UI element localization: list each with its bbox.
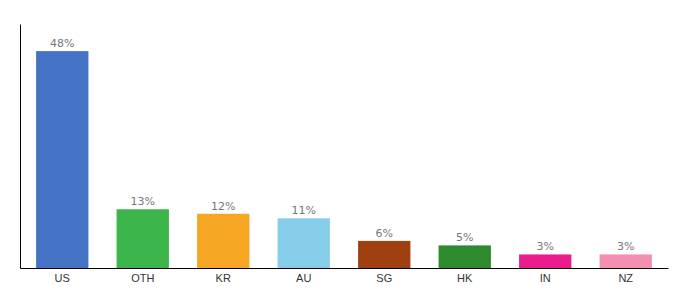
y-axis: [20, 25, 21, 269]
data-label: 11%: [292, 204, 316, 217]
x-tick: IN: [540, 272, 551, 284]
data-label: 48%: [50, 37, 74, 50]
x-tick: OTH: [131, 272, 154, 284]
bar: [278, 218, 330, 268]
bar: [439, 245, 491, 268]
bar: [600, 254, 652, 268]
data-labels: 48% 13% 12% 11% 6% 5% 3% 3%: [50, 37, 634, 253]
x-tick: US: [55, 272, 70, 284]
bar: [117, 209, 169, 268]
y-axis-line: [20, 25, 21, 269]
x-tick: AU: [296, 272, 311, 284]
data-label: 13%: [131, 195, 155, 208]
bar: [197, 214, 249, 268]
x-tick: SG: [376, 272, 392, 284]
x-tick: NZ: [618, 272, 633, 284]
bar: [519, 254, 571, 268]
x-tick: HK: [457, 272, 473, 284]
bars: [36, 51, 652, 268]
chart-container: 48% 13% 12% 11% 6% 5% 3% 3% US OTH KR AU SG HK IN NZ: [0, 0, 680, 300]
x-tick-label: SG: [376, 272, 392, 284]
x-tick-label: IN: [540, 272, 551, 284]
data-label: 12%: [211, 200, 235, 213]
x-tick-label: US: [55, 272, 70, 284]
bar: [36, 51, 88, 268]
data-label: 3%: [537, 240, 554, 253]
data-label: 6%: [376, 227, 393, 240]
x-tick: KR: [216, 272, 231, 284]
chart-svg: 48% 13% 12% 11% 6% 5% 3% 3% US OTH KR AU SG HK IN NZ: [0, 0, 680, 300]
plot: 48% 13% 12% 11% 6% 5% 3% 3% US OTH KR AU SG HK IN NZ: [21, 25, 669, 284]
data-label: 3%: [617, 240, 634, 253]
bar: [358, 241, 410, 268]
x-tick-label: HK: [457, 272, 473, 284]
data-label: 5%: [456, 231, 473, 244]
x-tick-label: AU: [296, 272, 311, 284]
x-tick-label: NZ: [618, 272, 633, 284]
x-axis-line: [21, 268, 669, 269]
x-tick-label: KR: [216, 272, 231, 284]
x-axis: US OTH KR AU SG HK IN NZ: [21, 269, 669, 284]
x-tick-label: OTH: [131, 272, 154, 284]
